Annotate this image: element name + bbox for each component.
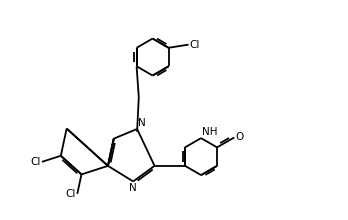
Text: N: N bbox=[138, 118, 146, 128]
Text: Cl: Cl bbox=[30, 157, 40, 167]
Text: N: N bbox=[129, 183, 137, 193]
Text: NH: NH bbox=[202, 127, 218, 137]
Text: Cl: Cl bbox=[65, 189, 76, 199]
Text: Cl: Cl bbox=[190, 40, 200, 50]
Text: O: O bbox=[235, 132, 244, 142]
